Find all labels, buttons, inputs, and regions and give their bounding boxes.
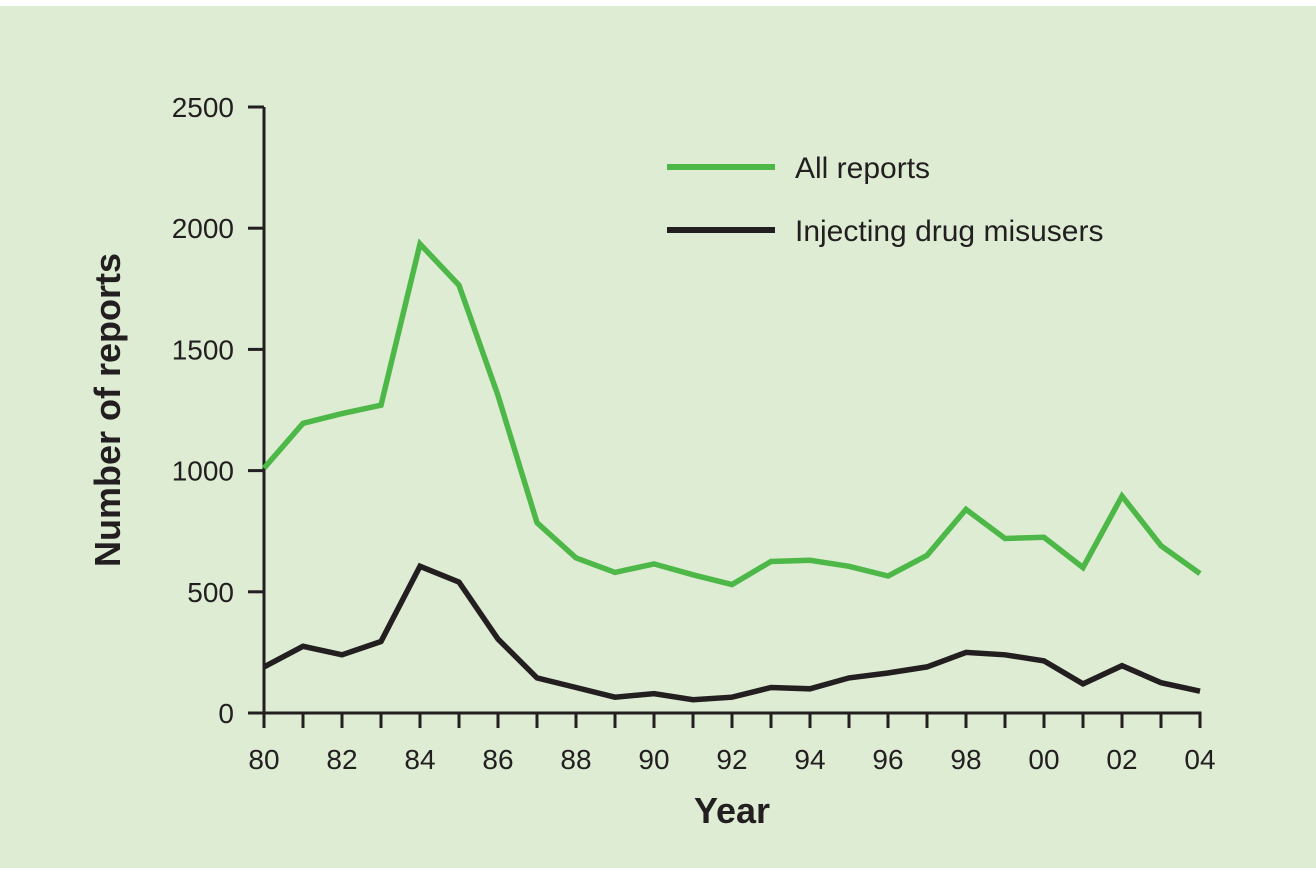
x-tick-label: 96 [872,744,903,775]
x-tick-label: 98 [950,744,981,775]
y-tick-label: 0 [218,698,234,729]
chart-background [0,6,1316,868]
y-tick-label: 1000 [172,456,234,487]
series-line-2 [262,562,1201,703]
x-tick-label: 90 [638,744,669,775]
x-tick-label: 00 [1028,744,1059,775]
series-lines [261,238,1202,703]
legend-label-2: Injecting drug misusers [795,215,1103,248]
legend: All reports Injecting drug misusers [667,152,1103,248]
y-tick-label: 500 [187,577,234,608]
x-tick-label: 04 [1184,744,1215,775]
y-tick-label: 2500 [172,92,234,123]
x-tick-label: 84 [404,744,435,775]
x-tick-label: 86 [482,744,513,775]
x-tick-label: 92 [716,744,747,775]
series-line-1 [261,238,1202,588]
x-tick-label: 02 [1106,744,1137,775]
x-axis-ticks: 80 82 84 86 88 90 92 94 96 98 00 02 04 [248,713,1216,775]
x-tick-label: 88 [560,744,591,775]
legend-label-1: All reports [795,152,930,185]
y-tick-label: 2000 [172,213,234,244]
x-tick-label: 94 [794,744,825,775]
x-tick-label: 82 [326,744,357,775]
y-tick-label: 1500 [172,334,234,365]
y-axis-title: Number of reports [87,253,128,567]
x-tick-label: 80 [248,744,279,775]
x-axis-title: Year [694,790,770,831]
chart-axes [262,107,1202,715]
y-axis-ticks: 0 500 1000 1500 2000 2500 [172,92,264,729]
